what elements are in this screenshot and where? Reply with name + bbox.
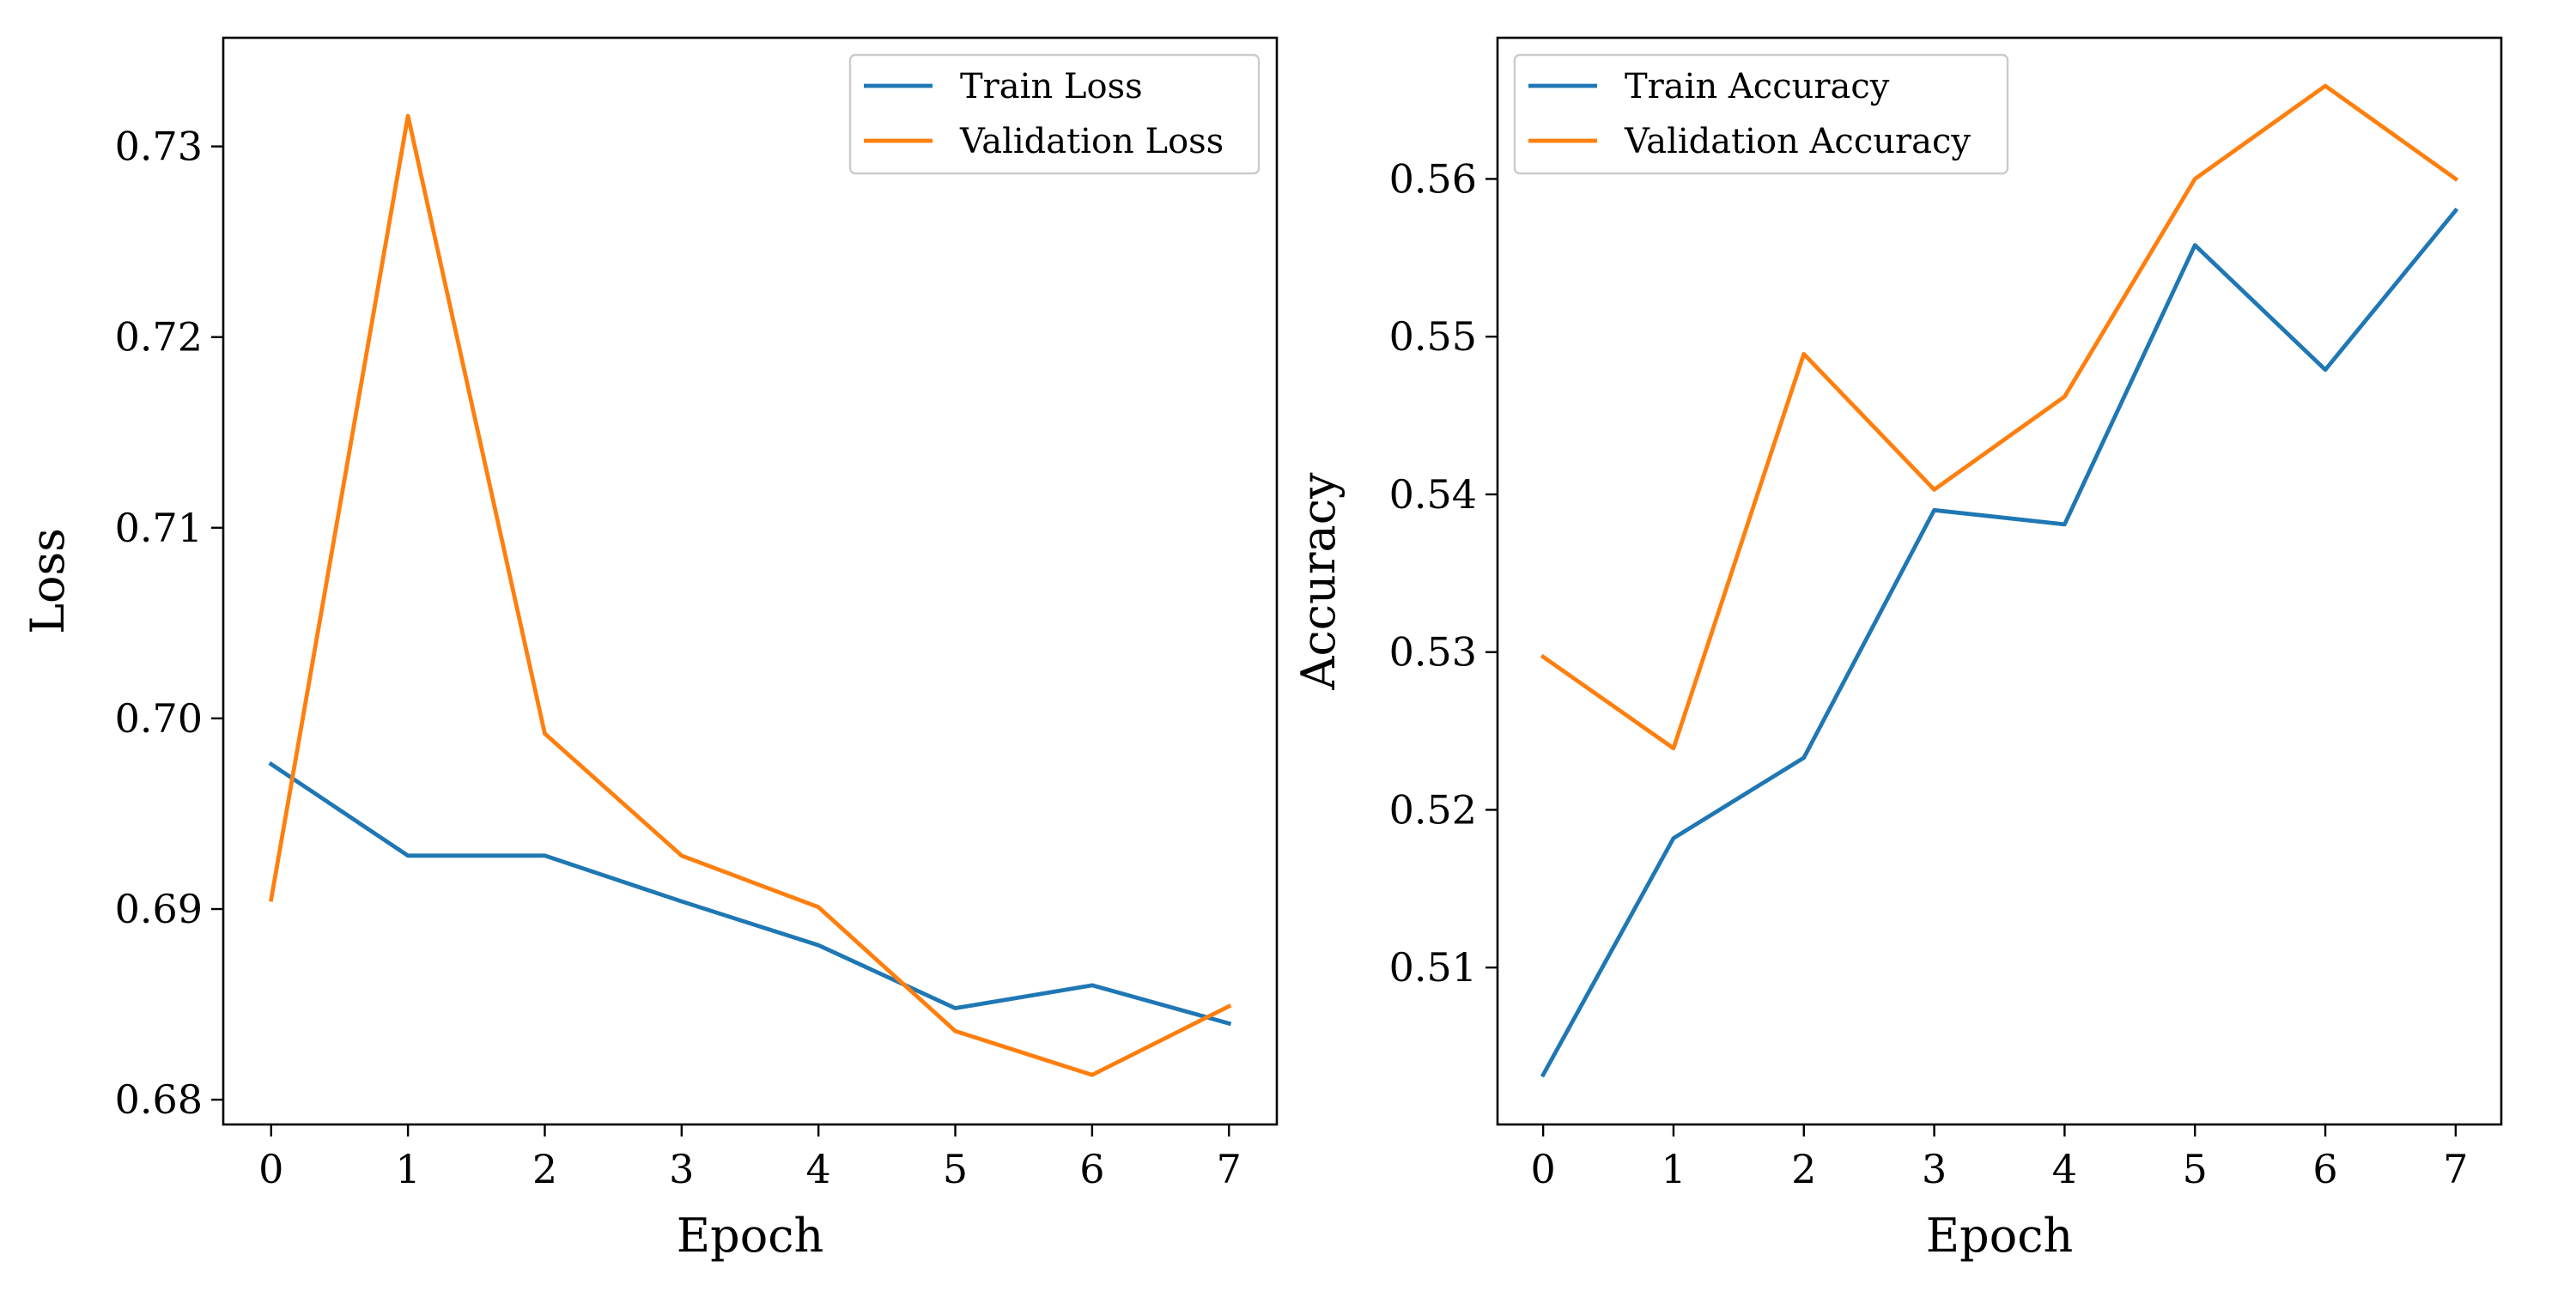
series-line-train-accuracy (1540, 207, 2459, 1078)
y-tick-label: 0.53 (1389, 629, 1477, 676)
x-tick-label: 1 (1661, 1146, 1686, 1192)
y-tick-label: 0.69 (115, 886, 203, 932)
x-tick-label: 2 (532, 1146, 557, 1192)
x-tick-label: 7 (1217, 1146, 1242, 1192)
x-tick-label: 0 (1530, 1146, 1555, 1192)
plot-frame (222, 36, 1279, 1126)
legend-entry: Validation Accuracy (1624, 122, 1971, 161)
y-tick-label: 0.68 (115, 1076, 203, 1123)
x-axis-label: Epoch (677, 1209, 824, 1263)
series-line-train-loss (268, 761, 1232, 1027)
x-tick-label: 6 (2312, 1146, 2337, 1192)
x-tick-label: 0 (258, 1146, 283, 1192)
x-tick-label: 4 (806, 1146, 831, 1192)
x-tick-label: 1 (395, 1146, 420, 1192)
chart-panel-2: 0 1 2 3 4 5 6 7 0.51 0.52 0.53 0.54 0.55 0.56 Epoch Acc… (1291, 36, 2503, 1263)
legend-entry: Train Loss (960, 67, 1143, 106)
y-tick-label: 0.52 (1389, 786, 1477, 833)
y-tick-label: 0.73 (115, 124, 203, 170)
legend-entry: Validation Loss (959, 122, 1224, 161)
x-tick-label: 5 (943, 1146, 968, 1192)
x-tick-label: 7 (2443, 1146, 2468, 1192)
y-tick-label: 0.55 (1389, 313, 1477, 360)
x-axis-label: Epoch (1926, 1209, 2074, 1263)
legend-entry: Train Accuracy (1625, 67, 1890, 106)
x-tick-label: 2 (1791, 1146, 1816, 1192)
y-tick-label: 0.51 (1389, 944, 1477, 991)
x-tick-label: 6 (1079, 1146, 1104, 1192)
series-line-validation-accuracy (1540, 83, 2459, 751)
legend: Train Accuracy Validation Accuracy (1513, 53, 2009, 175)
y-tick-label: 0.54 (1389, 471, 1477, 518)
legend-box (848, 53, 1261, 175)
y-axis-label: Loss (21, 528, 75, 634)
legend: Train Loss Validation Loss (848, 53, 1261, 175)
y-tick-label: 0.56 (1389, 155, 1477, 202)
y-axis-label: Accuracy (1291, 472, 1346, 691)
x-tick-label: 4 (2052, 1146, 2077, 1192)
series-line-validation-loss (268, 113, 1232, 1077)
plot-frame (1496, 36, 2503, 1126)
x-tick-label: 3 (669, 1146, 694, 1192)
y-tick-label: 0.70 (115, 695, 203, 742)
x-tick-label: 5 (2183, 1146, 2208, 1192)
y-tick-label: 0.72 (115, 314, 203, 361)
legend-box (1513, 53, 2009, 175)
x-tick-label: 3 (1922, 1146, 1947, 1192)
y-tick-label: 0.71 (115, 505, 203, 551)
chart-panel-1: 0 1 2 3 4 5 6 7 0.68 0.69 0.70 0.71 0.72 0.73 Epoch Los… (21, 36, 1279, 1263)
